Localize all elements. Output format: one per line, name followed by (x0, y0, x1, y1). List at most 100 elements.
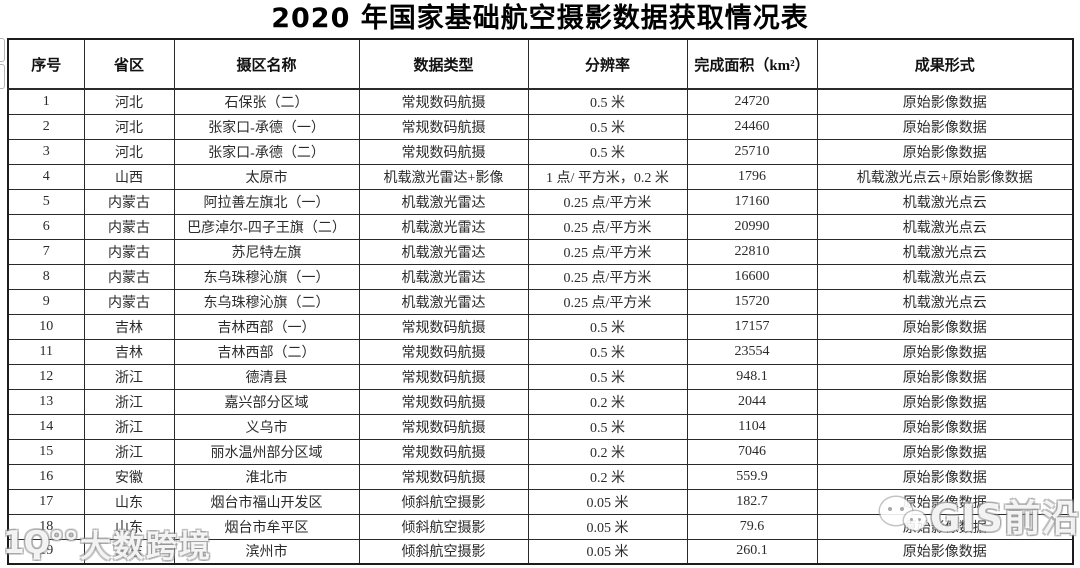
cell-area_name: 嘉兴部分区域 (173, 388, 360, 415)
table-row: 10 吉林 吉林西部（一） 常规数码航摄 0.5 米 17157 原始影像数据 (7, 313, 1074, 340)
cell-resolution: 0.25 点/平方米 (527, 188, 688, 215)
cell-result_form: 机载激光点云 (816, 263, 1074, 290)
data-table: 序号 省区 摄区名称 数据类型 分辨率 完成面积（km²） 成果形式 1 河北 石保… (7, 38, 1074, 565)
cell-result_form: 原始影像数据 (816, 88, 1074, 115)
table-row: 19 山东 滨州市 倾斜航空摄影 0.05 米 260.1 原始影像数据 (7, 538, 1074, 565)
cell-resolution: 0.25 点/平方米 (527, 238, 688, 265)
cell-result_form: 原始影像数据 (816, 438, 1074, 465)
cell-completed_area_km2: 23554 (686, 338, 818, 365)
cell-data_type: 常规数码航摄 (358, 138, 529, 165)
table-row: 9 内蒙古 东乌珠穆沁旗（二） 机载激光雷达 0.25 点/平方米 15720 机载激光点云 (7, 288, 1074, 315)
cell-index: 14 (7, 413, 85, 440)
cell-resolution: 0.2 米 (527, 438, 688, 465)
cell-result_form: 原始影像数据 (816, 513, 1074, 540)
column-header-resolution: 分辨率 (527, 38, 688, 90)
cell-data_type: 倾斜航空摄影 (358, 513, 529, 540)
cell-result_form: 原始影像数据 (816, 338, 1074, 365)
cell-completed_area_km2: 1796 (686, 163, 818, 190)
cell-data_type: 常规数码航摄 (358, 113, 529, 140)
cell-province: 河北 (83, 138, 175, 165)
cell-province: 河北 (83, 88, 175, 115)
cell-resolution: 0.2 米 (527, 388, 688, 415)
cell-index: 2 (7, 113, 85, 140)
cell-completed_area_km2: 24720 (686, 88, 818, 115)
cell-province: 内蒙古 (83, 263, 175, 290)
cell-province: 浙江 (83, 388, 175, 415)
cell-resolution: 0.25 点/平方米 (527, 288, 688, 315)
cell-result_form: 原始影像数据 (816, 363, 1074, 390)
cell-resolution: 0.05 米 (527, 488, 688, 515)
table-row: 15 浙江 丽水温州部分区域 常规数码航摄 0.2 米 7046 原始影像数据 (7, 438, 1074, 465)
cell-area_name: 烟台市福山开发区 (173, 488, 360, 515)
cell-index: 9 (7, 288, 85, 315)
cell-result_form: 原始影像数据 (816, 413, 1074, 440)
cell-data_type: 机载激光雷达 (358, 213, 529, 240)
cell-area_name: 东乌珠穆沁旗（一） (173, 263, 360, 290)
table-row: 14 浙江 义乌市 常规数码航摄 0.5 米 1104 原始影像数据 (7, 413, 1074, 440)
cell-resolution: 1 点/ 平方米，0.2 米 (527, 163, 688, 190)
cell-result_form: 机载激光点云+原始影像数据 (816, 163, 1074, 190)
cell-data_type: 机载激光雷达 (358, 188, 529, 215)
cell-data_type: 机载激光雷达+影像 (358, 163, 529, 190)
cell-data_type: 常规数码航摄 (358, 313, 529, 340)
cell-area_name: 烟台市牟平区 (173, 513, 360, 540)
table-header: 序号 省区 摄区名称 数据类型 分辨率 完成面积（km²） 成果形式 (7, 38, 1074, 90)
table-row: 1 河北 石保张（二） 常规数码航摄 0.5 米 24720 原始影像数据 (7, 88, 1074, 115)
cell-area_name: 张家口-承德（二） (173, 138, 360, 165)
cell-data_type: 常规数码航摄 (358, 463, 529, 490)
cell-province: 吉林 (83, 313, 175, 340)
cell-result_form: 原始影像数据 (816, 463, 1074, 490)
cell-resolution: 0.5 米 (527, 413, 688, 440)
table-row: 4 山西 太原市 机载激光雷达+影像 1 点/ 平方米，0.2 米 1796 机载激光点云+… (7, 163, 1074, 190)
cell-index: 5 (7, 188, 85, 215)
column-header-completed-area: 完成面积（km²） (686, 38, 818, 90)
cell-index: 12 (7, 363, 85, 390)
cell-data_type: 常规数码航摄 (358, 413, 529, 440)
cell-province: 山东 (83, 488, 175, 515)
cell-province: 内蒙古 (83, 288, 175, 315)
cell-province: 内蒙古 (83, 238, 175, 265)
cell-index: 4 (7, 163, 85, 190)
cell-completed_area_km2: 25710 (686, 138, 818, 165)
cell-completed_area_km2: 24460 (686, 113, 818, 140)
cell-province: 浙江 (83, 413, 175, 440)
header-row: 序号 省区 摄区名称 数据类型 分辨率 完成面积（km²） 成果形式 (7, 38, 1074, 90)
column-header-province: 省区 (83, 38, 175, 90)
column-header-result-form: 成果形式 (816, 38, 1074, 90)
cell-data_type: 倾斜航空摄影 (358, 488, 529, 515)
cell-result_form: 原始影像数据 (816, 113, 1074, 140)
cell-completed_area_km2: 2044 (686, 388, 818, 415)
cell-result_form: 原始影像数据 (816, 488, 1074, 515)
cell-index: 13 (7, 388, 85, 415)
cell-area_name: 巴彦淖尔-四子王旗（二） (173, 213, 360, 240)
cell-result_form: 机载激光点云 (816, 238, 1074, 265)
cell-index: 15 (7, 438, 85, 465)
cell-resolution: 0.5 米 (527, 88, 688, 115)
cell-index: 18 (7, 513, 85, 540)
cell-completed_area_km2: 7046 (686, 438, 818, 465)
table-row: 13 浙江 嘉兴部分区域 常规数码航摄 0.2 米 2044 原始影像数据 (7, 388, 1074, 415)
cell-completed_area_km2: 22810 (686, 238, 818, 265)
cell-data_type: 机载激光雷达 (358, 288, 529, 315)
cell-province: 内蒙古 (83, 188, 175, 215)
cell-completed_area_km2: 17160 (686, 188, 818, 215)
left-edge-artifact (0, 64, 5, 89)
page-title: 2020 年国家基础航空摄影数据获取情况表 (271, 3, 809, 34)
cell-resolution: 0.5 米 (527, 313, 688, 340)
cell-completed_area_km2: 17157 (686, 313, 818, 340)
cell-resolution: 0.05 米 (527, 538, 688, 565)
cell-area_name: 石保张（二） (173, 88, 360, 115)
cell-data_type: 常规数码航摄 (358, 438, 529, 465)
cell-area_name: 淮北市 (173, 463, 360, 490)
table-row: 5 内蒙古 阿拉善左旗北（一） 机载激光雷达 0.25 点/平方米 17160 机载激光点云 (7, 188, 1074, 215)
cell-completed_area_km2: 15720 (686, 288, 818, 315)
cell-index: 3 (7, 138, 85, 165)
cell-completed_area_km2: 1104 (686, 413, 818, 440)
cell-resolution: 0.5 米 (527, 338, 688, 365)
cell-index: 7 (7, 238, 85, 265)
cell-result_form: 原始影像数据 (816, 313, 1074, 340)
cell-resolution: 0.05 米 (527, 513, 688, 540)
cell-data_type: 常规数码航摄 (358, 363, 529, 390)
cell-area_name: 滨州市 (173, 538, 360, 565)
